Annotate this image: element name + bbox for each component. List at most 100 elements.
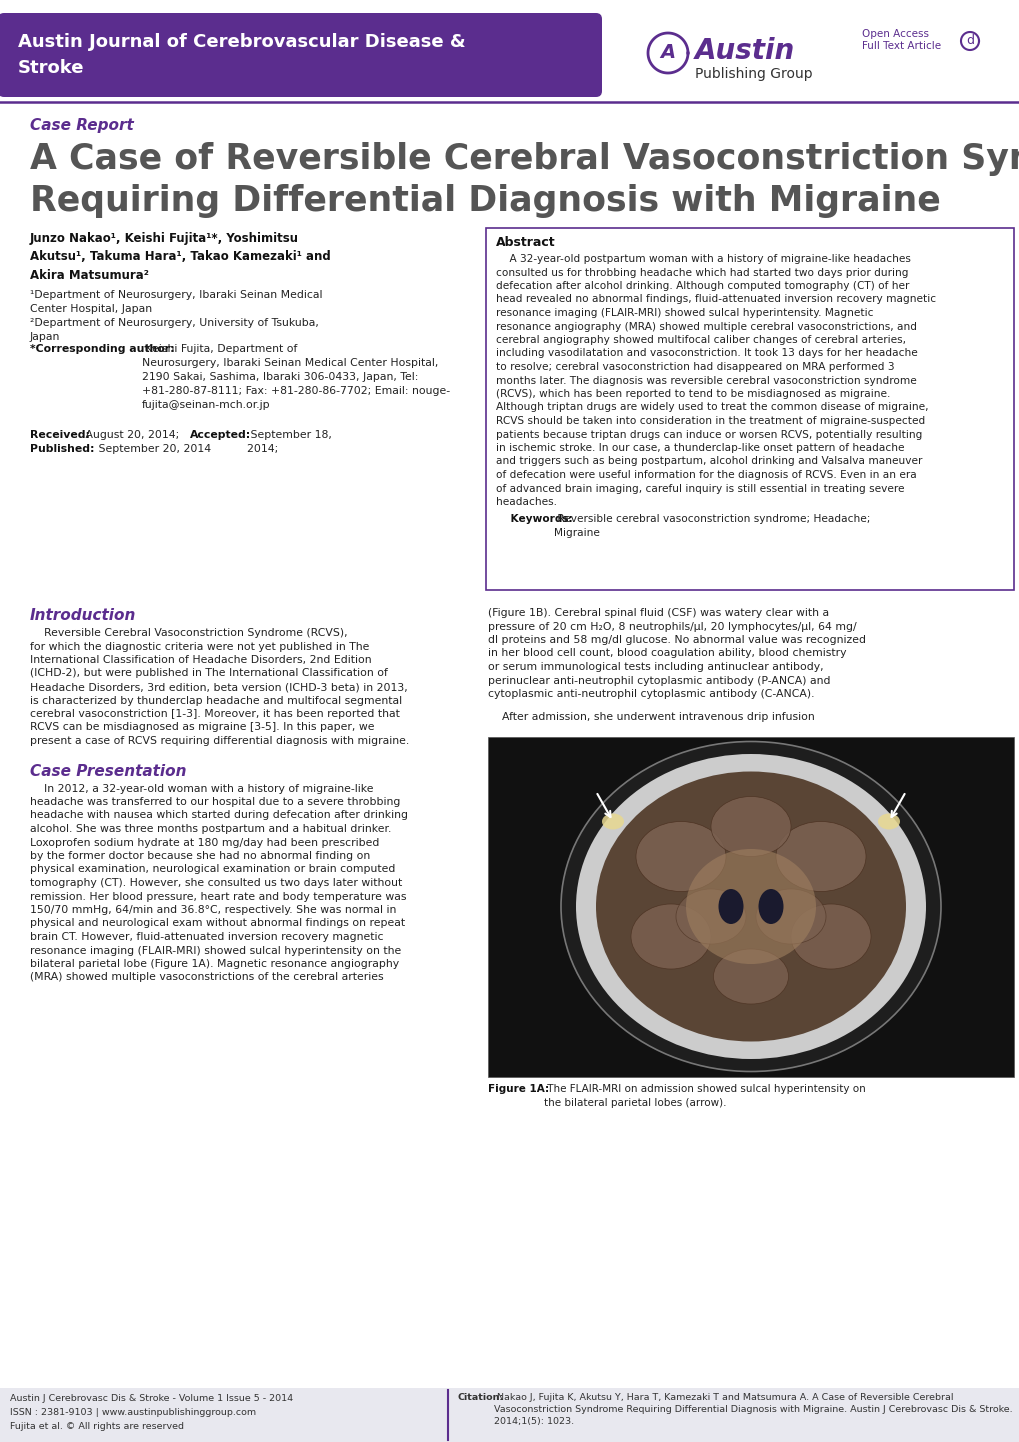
Text: RCVS can be misdiagnosed as migraine [3-5]. In this paper, we: RCVS can be misdiagnosed as migraine [3-… [30, 722, 374, 733]
Text: resonance imaging (FLAIR-MRI) showed sulcal hyperintensity on the: resonance imaging (FLAIR-MRI) showed sul… [30, 946, 400, 956]
Text: RCVS should be taken into consideration in the treatment of migraine-suspected: RCVS should be taken into consideration … [495, 415, 924, 425]
Text: Austin: Austin [694, 37, 795, 65]
Text: Stroke: Stroke [18, 59, 85, 76]
Text: Received:: Received: [30, 430, 90, 440]
Text: resonance imaging (FLAIR-MRI) showed sulcal hyperintensity. Magnetic: resonance imaging (FLAIR-MRI) showed sul… [495, 309, 872, 319]
Text: or serum immunological tests including antinuclear antibody,: or serum immunological tests including a… [487, 662, 822, 672]
Text: (Figure 1B). Cerebral spinal fluid (CSF) was watery clear with a: (Figure 1B). Cerebral spinal fluid (CSF)… [487, 609, 828, 619]
Text: pressure of 20 cm H₂O, 8 neutrophils/μl, 20 lymphocytes/μl, 64 mg/: pressure of 20 cm H₂O, 8 neutrophils/μl,… [487, 622, 856, 632]
Ellipse shape [686, 849, 815, 965]
Text: of advanced brain imaging, careful inquiry is still essential in treating severe: of advanced brain imaging, careful inqui… [495, 483, 904, 493]
Text: Junzo Nakao¹, Keishi Fujita¹*, Yoshimitsu
Akutsu¹, Takuma Hara¹, Takao Kamezaki¹: Junzo Nakao¹, Keishi Fujita¹*, Yoshimits… [30, 232, 330, 283]
Text: Reversible cerebral vasoconstriction syndrome; Headache;
Migraine: Reversible cerebral vasoconstriction syn… [553, 515, 869, 538]
Ellipse shape [601, 813, 624, 829]
Text: alcohol. She was three months postpartum and a habitual drinker.: alcohol. She was three months postpartum… [30, 823, 391, 833]
Text: Austin J Cerebrovasc Dis & Stroke - Volume 1 Issue 5 - 2014: Austin J Cerebrovasc Dis & Stroke - Volu… [10, 1394, 292, 1403]
Ellipse shape [631, 904, 710, 969]
Ellipse shape [755, 890, 825, 945]
Ellipse shape [713, 949, 788, 1004]
Text: Figure 1A:: Figure 1A: [487, 1084, 548, 1094]
Text: Case Presentation: Case Presentation [30, 763, 186, 779]
Text: is characterized by thunderclap headache and multifocal segmental: is characterized by thunderclap headache… [30, 695, 401, 705]
Ellipse shape [676, 890, 745, 945]
Text: Although triptan drugs are widely used to treat the common disease of migraine,: Although triptan drugs are widely used t… [495, 402, 927, 412]
Ellipse shape [710, 796, 790, 857]
Text: present a case of RCVS requiring differential diagnosis with migraine.: present a case of RCVS requiring differe… [30, 735, 409, 746]
Text: perinuclear anti-neutrophil cytoplasmic antibody (P-ANCA) and: perinuclear anti-neutrophil cytoplasmic … [487, 675, 829, 685]
Text: Requiring Differential Diagnosis with Migraine: Requiring Differential Diagnosis with Mi… [30, 185, 940, 218]
Text: Introduction: Introduction [30, 609, 137, 623]
Ellipse shape [560, 741, 941, 1071]
Text: headaches.: headaches. [495, 497, 556, 508]
Text: Keywords:: Keywords: [495, 515, 573, 525]
FancyBboxPatch shape [0, 13, 601, 97]
Text: dl proteins and 58 mg/dl glucose. No abnormal value was recognized: dl proteins and 58 mg/dl glucose. No abn… [487, 634, 865, 645]
Text: A Case of Reversible Cerebral Vasoconstriction Syndrome: A Case of Reversible Cerebral Vasoconstr… [30, 141, 1019, 176]
Text: Open Access: Open Access [861, 29, 928, 39]
Text: September 18,
2014;: September 18, 2014; [247, 430, 331, 454]
Text: d: d [965, 35, 973, 48]
Text: Austin Journal of Cerebrovascular Disease &: Austin Journal of Cerebrovascular Diseas… [18, 33, 465, 50]
Text: by the former doctor because she had no abnormal finding on: by the former doctor because she had no … [30, 851, 370, 861]
Text: Publishing Group: Publishing Group [694, 66, 812, 81]
Text: Nakao J, Fujita K, Akutsu Y, Hara T, Kamezaki T and Matsumura A. A Case of Rever: Nakao J, Fujita K, Akutsu Y, Hara T, Kam… [493, 1393, 1012, 1426]
Text: headache with nausea which started during defecation after drinking: headache with nausea which started durin… [30, 810, 408, 820]
Text: in her blood cell count, blood coagulation ability, blood chemistry: in her blood cell count, blood coagulati… [487, 649, 846, 659]
Text: Keishi Fujita, Department of
Neurosurgery, Ibaraki Seinan Medical Center Hospita: Keishi Fujita, Department of Neurosurger… [142, 345, 449, 410]
Text: International Classification of Headache Disorders, 2nd Edition: International Classification of Headache… [30, 655, 371, 665]
Text: The FLAIR-MRI on admission showed sulcal hyperintensity on
the bilateral parieta: The FLAIR-MRI on admission showed sulcal… [543, 1084, 865, 1107]
Text: to resolve; cerebral vasoconstriction had disappeared on MRA performed 3: to resolve; cerebral vasoconstriction ha… [495, 362, 894, 372]
Text: Loxoprofen sodium hydrate at 180 mg/day had been prescribed: Loxoprofen sodium hydrate at 180 mg/day … [30, 838, 379, 848]
Text: and triggers such as being postpartum, alcohol drinking and Valsalva maneuver: and triggers such as being postpartum, a… [495, 457, 921, 467]
Text: cytoplasmic anti-neutrophil cytoplasmic antibody (C-ANCA).: cytoplasmic anti-neutrophil cytoplasmic … [487, 689, 814, 699]
Text: August 20, 2014;: August 20, 2014; [82, 430, 182, 440]
Text: Abstract: Abstract [495, 236, 555, 249]
Text: consulted us for throbbing headache which had started two days prior during: consulted us for throbbing headache whic… [495, 268, 908, 277]
Text: ¹Department of Neurosurgery, Ibaraki Seinan Medical
Center Hospital, Japan: ¹Department of Neurosurgery, Ibaraki Sei… [30, 290, 322, 314]
Ellipse shape [877, 813, 899, 829]
Text: *Corresponding author:: *Corresponding author: [30, 345, 174, 353]
Ellipse shape [576, 754, 925, 1058]
Text: remission. Her blood pressure, heart rate and body temperature was: remission. Her blood pressure, heart rat… [30, 891, 407, 901]
Text: (MRA) showed multiple vasoconstrictions of the cerebral arteries: (MRA) showed multiple vasoconstrictions … [30, 972, 383, 982]
FancyBboxPatch shape [0, 1389, 1019, 1442]
Text: months later. The diagnosis was reversible cerebral vasoconstriction syndrome: months later. The diagnosis was reversib… [495, 375, 916, 385]
Text: After admission, she underwent intravenous drip infusion: After admission, she underwent intraveno… [487, 712, 814, 722]
Text: Published:: Published: [30, 444, 95, 454]
Text: 150/70 mmHg, 64/min and 36.8°C, respectively. She was normal in: 150/70 mmHg, 64/min and 36.8°C, respecti… [30, 906, 396, 916]
Text: resonance angiography (MRA) showed multiple cerebral vasoconstrictions, and: resonance angiography (MRA) showed multi… [495, 322, 916, 332]
Ellipse shape [790, 904, 870, 969]
Text: Headache Disorders, 3rd edition, beta version (ICHD-3 beta) in 2013,: Headache Disorders, 3rd edition, beta ve… [30, 682, 408, 692]
Text: in ischemic stroke. In our case, a thunderclap-like onset pattern of headache: in ischemic stroke. In our case, a thund… [495, 443, 904, 453]
Text: for which the diagnostic criteria were not yet published in The: for which the diagnostic criteria were n… [30, 642, 369, 652]
Text: Full Text Article: Full Text Article [861, 40, 941, 50]
Ellipse shape [636, 822, 726, 891]
Ellipse shape [717, 890, 743, 924]
Text: ²Department of Neurosurgery, University of Tsukuba,
Japan: ²Department of Neurosurgery, University … [30, 319, 319, 342]
FancyBboxPatch shape [485, 228, 1013, 590]
Text: head revealed no abnormal findings, fluid-attenuated inversion recovery magnetic: head revealed no abnormal findings, flui… [495, 294, 935, 304]
Text: cerebral vasoconstriction [1-3]. Moreover, it has been reported that: cerebral vasoconstriction [1-3]. Moreove… [30, 709, 399, 720]
Text: Citation:: Citation: [458, 1393, 503, 1402]
Ellipse shape [758, 890, 783, 924]
Text: headache was transferred to our hospital due to a severe throbbing: headache was transferred to our hospital… [30, 797, 400, 808]
Text: Accepted:: Accepted: [190, 430, 251, 440]
Ellipse shape [595, 771, 905, 1041]
Text: A 32-year-old postpartum woman with a history of migraine-like headaches: A 32-year-old postpartum woman with a hi… [495, 254, 910, 264]
Text: bilateral parietal lobe (Figure 1A). Magnetic resonance angiography: bilateral parietal lobe (Figure 1A). Mag… [30, 959, 398, 969]
Text: patients because triptan drugs can induce or worsen RCVS, potentially resulting: patients because triptan drugs can induc… [495, 430, 921, 440]
Text: (RCVS), which has been reported to tend to be misdiagnosed as migraine.: (RCVS), which has been reported to tend … [495, 389, 890, 399]
Text: (ICHD-2), but were published in The International Classification of: (ICHD-2), but were published in The Inte… [30, 669, 387, 679]
Text: physical examination, neurological examination or brain computed: physical examination, neurological exami… [30, 865, 395, 874]
Text: brain CT. However, fluid-attenuated inversion recovery magnetic: brain CT. However, fluid-attenuated inve… [30, 932, 383, 942]
Text: September 20, 2014: September 20, 2014 [95, 444, 211, 454]
Text: defecation after alcohol drinking. Although computed tomography (CT) of her: defecation after alcohol drinking. Altho… [495, 281, 909, 291]
Text: Case Report: Case Report [30, 118, 133, 133]
Text: ISSN : 2381-9103 | www.austinpublishinggroup.com: ISSN : 2381-9103 | www.austinpublishingg… [10, 1407, 256, 1417]
Text: tomography (CT). However, she consulted us two days later without: tomography (CT). However, she consulted … [30, 878, 401, 888]
Text: cerebral angiography showed multifocal caliber changes of cerebral arteries,: cerebral angiography showed multifocal c… [495, 335, 905, 345]
Text: A: A [659, 43, 675, 62]
Text: physical and neurological exam without abnormal findings on repeat: physical and neurological exam without a… [30, 919, 405, 929]
Text: Reversible Cerebral Vasoconstriction Syndrome (RCVS),: Reversible Cerebral Vasoconstriction Syn… [30, 629, 347, 637]
Ellipse shape [775, 822, 865, 891]
